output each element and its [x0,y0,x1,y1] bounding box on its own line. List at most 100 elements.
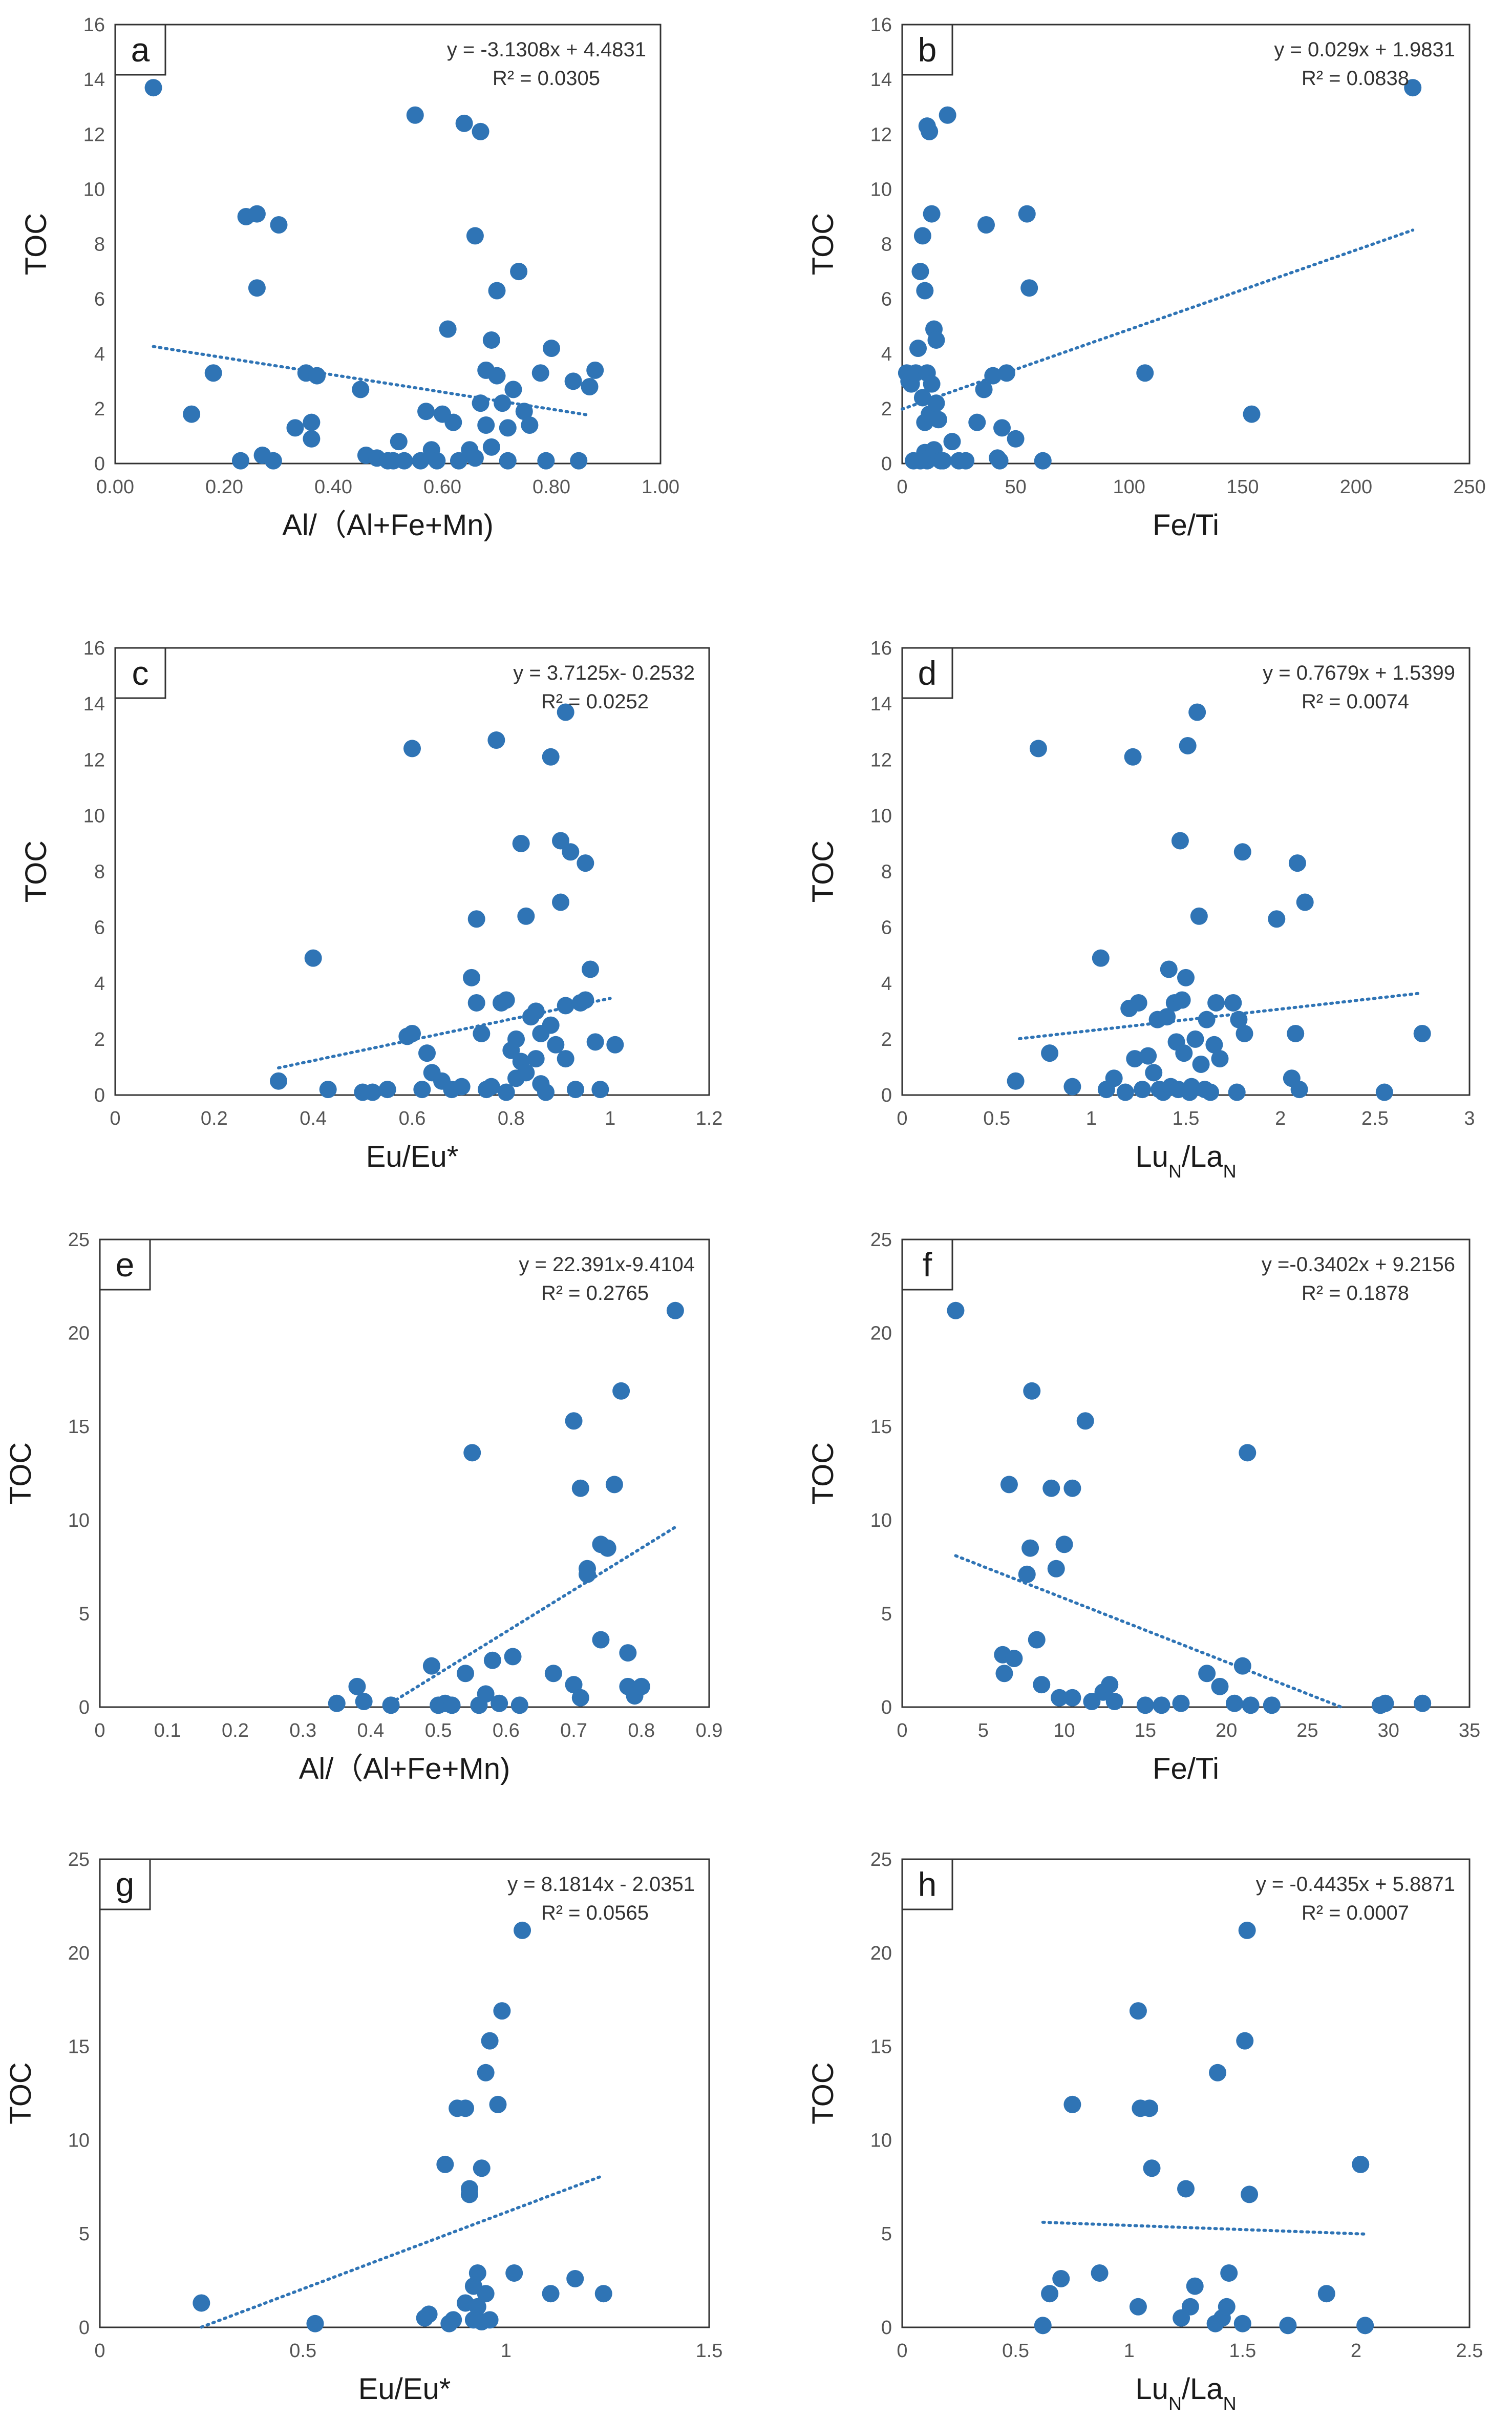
regression-equation: y =-0.3402x + 9.2156 [1262,1253,1455,1276]
panel-b: 0 50 100 150 200 250 0 2 4 6 8 10 12 14 16 Fe/Ti TOC b y =… [806,14,1486,542]
data-point [1186,1030,1204,1048]
y-tick-label: 2 [881,1029,892,1050]
data-point [487,731,505,749]
data-point [542,748,560,766]
data-point [515,403,533,420]
data-point [473,2159,491,2177]
data-point [1018,1565,1036,1583]
data-point [1173,991,1191,1009]
plot-frame-f [901,1238,1471,1708]
data-point [1047,1560,1065,1578]
data-point [913,227,931,245]
panel-letter-box-d [901,647,953,699]
data-point [997,364,1015,382]
x-tick-label: 0 [110,1108,120,1129]
data-point [1124,748,1142,766]
data-point [1139,1047,1157,1065]
data-point [1288,854,1306,872]
data-point [304,949,322,967]
data-point [1105,1069,1123,1087]
data-point [428,452,446,470]
panel-letter: d [918,654,937,692]
data-point [477,2285,495,2303]
y-tick-label: 20 [870,1323,892,1344]
data-point [977,216,995,234]
panel-letter-box-g [99,1858,151,1910]
data-point [1042,1479,1060,1497]
panel-letter: b [918,31,937,69]
y-tick-label: 0 [881,453,892,475]
data-point [547,1036,565,1054]
regression-equation: y = 22.391x-9.4104 [519,1253,695,1276]
x-tick-label: 0.8 [628,1720,655,1741]
data-point [1290,1081,1308,1099]
x-tick-label: 1 [1086,1108,1097,1129]
regression-equation: y = -0.4435x + 5.8871 [1256,1873,1455,1896]
plot-frame-e [99,1238,710,1708]
data-point [543,340,560,358]
data-point [450,452,467,470]
x-tick-label: 2.5 [1361,1108,1389,1129]
data-point [1020,279,1038,297]
x-tick-label: 0 [94,2340,105,2362]
data-point [491,1694,508,1712]
data-point [1228,1083,1246,1101]
data-point [1034,452,1052,470]
x-tick-label: 2 [1275,1108,1286,1129]
data-point [510,1696,528,1714]
x-tick-label: 0.5 [983,1108,1010,1129]
x-tick-label: 50 [1005,476,1026,498]
plot-frame-a [114,24,662,465]
data-point [467,910,485,928]
data-point [1092,949,1110,967]
x-tick-label: 200 [1340,476,1372,498]
data-point [1051,1689,1069,1707]
x-tick-label: 0 [94,1720,105,1741]
x-tick-label: 0.9 [696,1720,723,1741]
x-tick-label: 35 [1459,1720,1480,1741]
data-point [494,394,512,412]
data-point [927,331,945,349]
data-point [412,452,430,470]
y-tick-label: 10 [870,1510,892,1531]
data-point [303,430,321,448]
y-tick-label: 10 [83,805,105,827]
panel-letter: a [131,31,150,69]
data-point [457,2099,474,2117]
data-point [489,2095,507,2113]
data-point [328,1694,346,1712]
trend-line-b [901,228,1415,411]
data-point [481,2032,499,2050]
x-tick-label: 15 [1135,1720,1156,1741]
data-point [542,1016,560,1034]
y-tick-label: 25 [68,1229,90,1251]
y-tick-label: 0 [94,453,105,475]
data-point [582,960,599,978]
data-point [418,1044,436,1062]
data-point [507,1030,525,1048]
data-point [1063,1689,1081,1707]
y-tick-label: 10 [870,2130,892,2151]
data-point [923,375,941,393]
data-point [521,416,539,434]
y-tick-label: 8 [94,861,105,883]
x-axis-label: Al/（Al+Fe+Mn) [282,509,494,542]
data-point [1007,430,1025,448]
data-point [1224,994,1242,1012]
data-point [286,419,304,437]
data-point [193,2294,210,2312]
y-tick-label: 0 [881,1085,892,1106]
data-point [564,372,582,390]
data-point [1153,1696,1170,1714]
y-tick-label: 10 [68,1510,90,1531]
x-tick-label: 0.00 [96,476,134,498]
data-point [552,893,569,911]
data-point [348,1677,366,1695]
data-point [1141,2099,1159,2117]
data-point [911,263,929,281]
data-point [1211,1050,1229,1068]
data-point [1116,1083,1134,1101]
data-point [557,997,574,1015]
x-tick-label: 1.2 [696,1108,723,1129]
